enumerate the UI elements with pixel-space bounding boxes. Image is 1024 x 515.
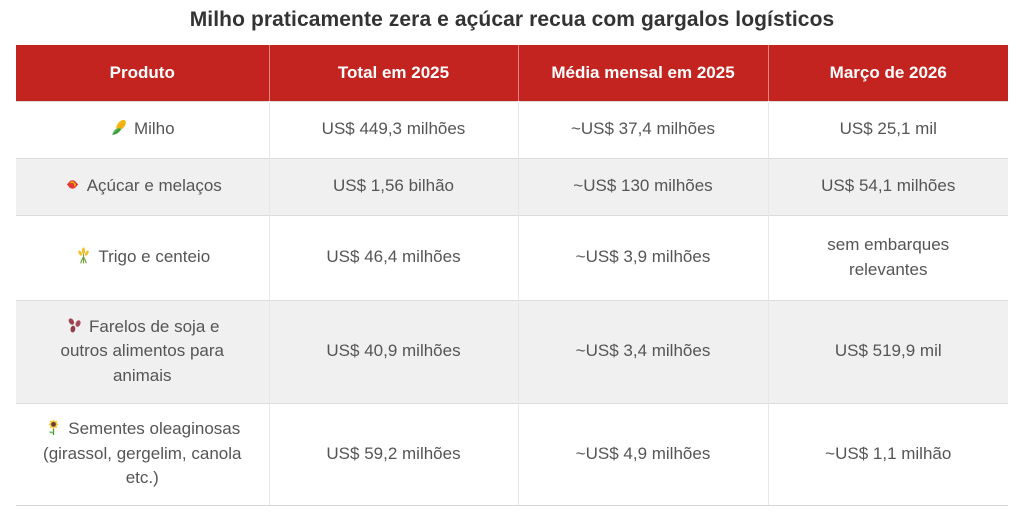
marco-2026-cell: US$ 25,1 mil	[767, 100, 1008, 158]
candy-icon	[63, 175, 82, 194]
marco-2026-cell: US$ 54,1 milhões	[767, 157, 1008, 215]
sheaf-of-rice-icon	[74, 246, 93, 265]
header-cell-produto: Produto	[16, 45, 269, 101]
marco-2026-cell: sem embarques relevantes	[767, 214, 1008, 300]
header-cell-total-2025: Total em 2025	[268, 45, 518, 101]
product-cell: Trigo e centeio	[16, 214, 269, 300]
beans-icon	[65, 316, 84, 335]
media-mensal-cell: ~US$ 37,4 milhões	[517, 100, 768, 158]
page-title: Milho praticamente zera e açúcar recua c…	[189, 8, 835, 31]
total-2025-cell: US$ 59,2 milhões	[268, 402, 518, 506]
product-cell: Farelos de soja e outros alimentos para …	[16, 299, 269, 403]
media-mensal-cell: ~US$ 3,9 milhões	[517, 214, 768, 300]
product-cell: Açúcar e melaços	[16, 157, 269, 215]
table-row: Trigo e centeio US$ 46,4 milhões ~US$ 3,…	[16, 214, 1008, 300]
table-row: Farelos de soja e outros alimentos para …	[16, 299, 1008, 403]
table-header: Produto Total em 2025 Média mensal em 20…	[16, 45, 1008, 101]
media-mensal-cell: ~US$ 3,4 milhões	[517, 299, 768, 403]
product-label: Açúcar e melaços	[86, 176, 222, 196]
table-row: Açúcar e melaços US$ 1,56 bilhão ~US$ 13…	[16, 157, 1008, 215]
header-cell-marco-2026: Março de 2026	[767, 45, 1008, 101]
table-row: Milho US$ 449,3 milhões ~US$ 37,4 milhõe…	[16, 100, 1008, 158]
product-label: Farelos de soja e outros alimentos para …	[60, 316, 224, 385]
commodities-table: Produto Total em 2025 Média mensal em 20…	[16, 45, 1008, 506]
product-label: Sementes oleaginosas (girassol, gergelim…	[43, 419, 242, 488]
media-mensal-cell: ~US$ 4,9 milhões	[517, 402, 768, 506]
table-row: Sementes oleaginosas (girassol, gergelim…	[16, 402, 1008, 506]
sunflower-icon	[44, 418, 63, 437]
product-label: Milho	[133, 119, 175, 139]
product-label: Trigo e centeio	[98, 247, 211, 267]
total-2025-cell: US$ 46,4 milhões	[268, 214, 518, 300]
header-cell-media-mensal-2025: Média mensal em 2025	[517, 45, 768, 101]
corn-icon	[110, 118, 129, 137]
total-2025-cell: US$ 449,3 milhões	[268, 100, 518, 158]
marco-2026-cell: US$ 519,9 mil	[767, 299, 1008, 403]
product-cell: Milho	[16, 100, 269, 158]
marco-2026-cell: ~US$ 1,1 milhão	[767, 402, 1008, 506]
media-mensal-cell: ~US$ 130 milhões	[517, 157, 768, 215]
header-row: Produto Total em 2025 Média mensal em 20…	[16, 45, 1008, 101]
total-2025-cell: US$ 40,9 milhões	[268, 299, 518, 403]
total-2025-cell: US$ 1,56 bilhão	[268, 157, 518, 215]
product-cell: Sementes oleaginosas (girassol, gergelim…	[16, 402, 269, 506]
